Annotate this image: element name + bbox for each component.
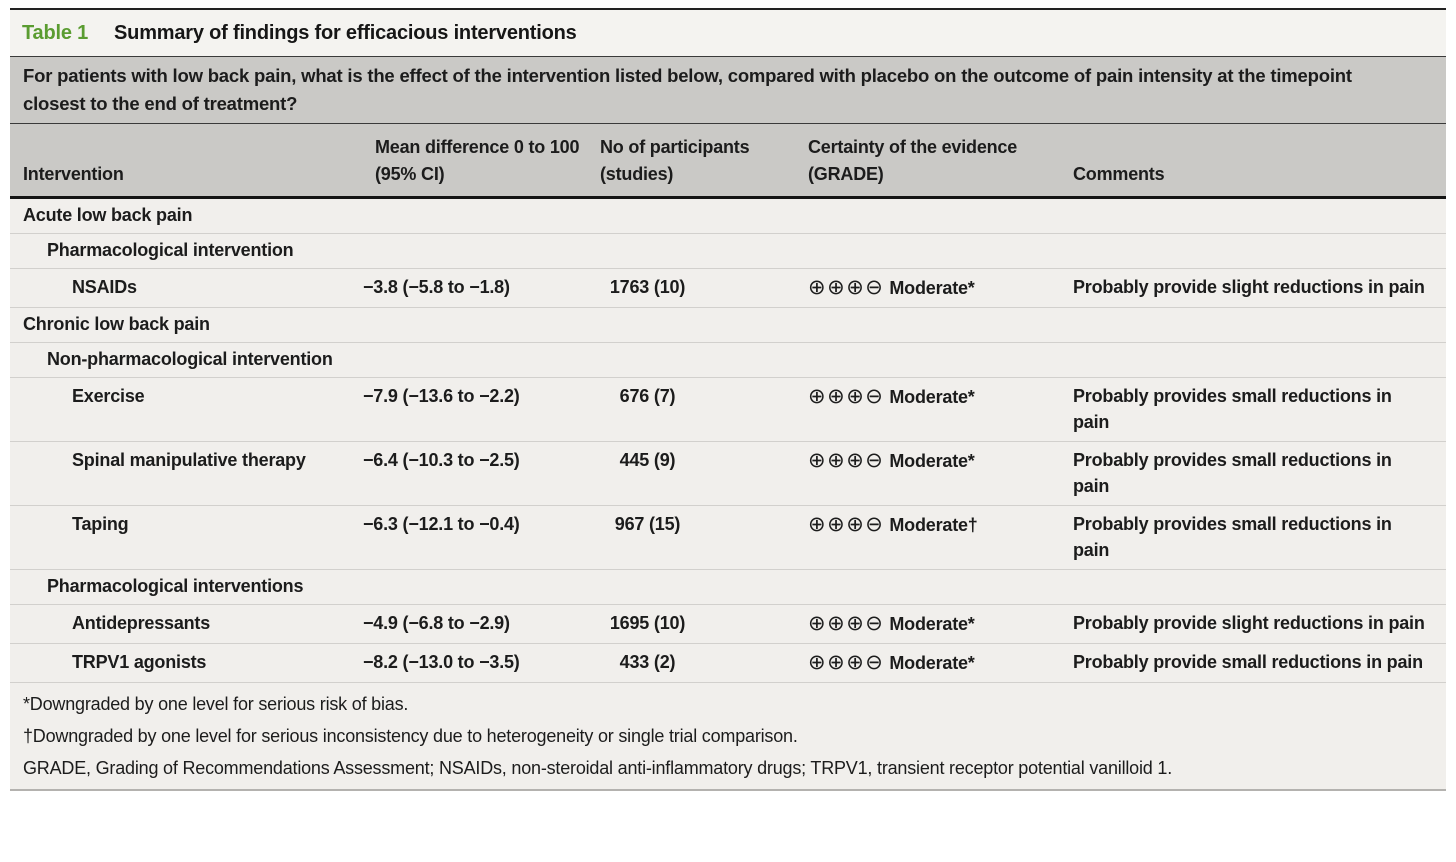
data-row-trpv1-agonists: TRPV1 agonists −8.2 (−13.0 to −3.5) 433 … [10, 642, 1446, 682]
grade-label: Moderate* [889, 613, 975, 634]
mean-difference-cell: −6.3 (−12.1 to −0.4) [363, 504, 595, 569]
grade-circles-icon: ⊕⊕⊕⊖ [808, 649, 885, 674]
data-row-taping: Taping −6.3 (−12.1 to −0.4) 967 (15) ⊕⊕⊕… [10, 504, 1446, 569]
data-row-antidepressants: Antidepressants −4.9 (−6.8 to −2.9) 1695… [10, 603, 1446, 643]
column-header-mean-difference: Mean difference 0 to 100 (95% CI) [363, 124, 595, 199]
comments-cell: Probably provides small reductions in pa… [1072, 376, 1446, 441]
comments-cell: Probably provide small reductions in pai… [1072, 642, 1446, 682]
data-row-nsaids: NSAIDs −3.8 (−5.8 to −1.8) 1763 (10) ⊕⊕⊕… [10, 267, 1446, 307]
participants-cell: 967 (15) [595, 504, 805, 569]
grade-circles-icon: ⊕⊕⊕⊖ [808, 447, 885, 472]
clinical-question-text: For patients with low back pain, what is… [23, 65, 1352, 114]
grade-cell: ⊕⊕⊕⊖ Moderate* [805, 642, 1072, 682]
intervention-cell: Exercise [10, 376, 363, 441]
subsection-label: Non-pharmacological intervention [10, 341, 1446, 377]
intervention-cell: TRPV1 agonists [10, 642, 363, 682]
grade-cell: ⊕⊕⊕⊖ Moderate* [805, 267, 1072, 307]
mean-difference-cell: −6.4 (−10.3 to −2.5) [363, 440, 595, 505]
section-label: Chronic low back pain [10, 306, 1446, 342]
comments-cell: Probably provides small reductions in pa… [1072, 440, 1446, 505]
grade-label: Moderate† [889, 514, 978, 535]
findings-table: Intervention Mean difference 0 to 100 (9… [10, 124, 1446, 682]
grade-circles-icon: ⊕⊕⊕⊖ [808, 383, 885, 408]
grade-cell: ⊕⊕⊕⊖ Moderate* [805, 376, 1072, 441]
grade-label: Moderate* [889, 652, 975, 673]
section-row-chronic: Chronic low back pain [10, 306, 1446, 342]
clinical-question-bar: For patients with low back pain, what is… [10, 57, 1446, 124]
table-title-bar: Table 1 Summary of findings for efficacio… [10, 10, 1446, 57]
participants-cell: 445 (9) [595, 440, 805, 505]
mean-difference-cell: −8.2 (−13.0 to −3.5) [363, 642, 595, 682]
column-header-comments: Comments [1072, 124, 1446, 199]
summary-of-findings-table: Table 1 Summary of findings for efficacio… [10, 8, 1446, 791]
subsection-label: Pharmacological intervention [10, 232, 1446, 268]
grade-circles-icon: ⊕⊕⊕⊖ [808, 274, 885, 299]
participants-cell: 433 (2) [595, 642, 805, 682]
subsection-row-non-pharmacological: Non-pharmacological intervention [10, 341, 1446, 377]
table-footnotes: *Downgraded by one level for serious ris… [10, 681, 1446, 791]
data-row-spinal-manipulative-therapy: Spinal manipulative therapy −6.4 (−10.3 … [10, 440, 1446, 505]
section-row-acute: Acute low back pain [10, 197, 1446, 233]
grade-label: Moderate* [889, 386, 975, 407]
participants-cell: 676 (7) [595, 376, 805, 441]
column-header-participants: No of participants (studies) [595, 124, 805, 199]
subsection-row-pharmacological: Pharmacological intervention [10, 232, 1446, 268]
mean-difference-cell: −4.9 (−6.8 to −2.9) [363, 603, 595, 643]
intervention-cell: Taping [10, 504, 363, 569]
subsection-label: Pharmacological interventions [10, 568, 1446, 604]
table-title: Summary of findings for efficacious inte… [114, 22, 577, 44]
column-header-intervention: Intervention [10, 124, 363, 199]
intervention-cell: NSAIDs [10, 267, 363, 307]
grade-circles-icon: ⊕⊕⊕⊖ [808, 511, 885, 536]
comments-cell: Probably provides small reductions in pa… [1072, 504, 1446, 569]
grade-label: Moderate* [889, 450, 975, 471]
table-header-row: Intervention Mean difference 0 to 100 (9… [10, 124, 1446, 199]
comments-cell: Probably provide slight reductions in pa… [1072, 603, 1446, 643]
grade-cell: ⊕⊕⊕⊖ Moderate* [805, 603, 1072, 643]
participants-cell: 1695 (10) [595, 603, 805, 643]
grade-cell: ⊕⊕⊕⊖ Moderate* [805, 440, 1072, 505]
mean-difference-cell: −7.9 (−13.6 to −2.2) [363, 376, 595, 441]
participants-cell: 1763 (10) [595, 267, 805, 307]
intervention-cell: Antidepressants [10, 603, 363, 643]
subsection-row-pharmacological-interventions: Pharmacological interventions [10, 568, 1446, 604]
grade-label: Moderate* [889, 277, 975, 298]
section-label: Acute low back pain [10, 197, 1446, 233]
data-row-exercise: Exercise −7.9 (−13.6 to −2.2) 676 (7) ⊕⊕… [10, 376, 1446, 441]
footnote-inconsistency: †Downgraded by one level for serious inc… [23, 725, 798, 746]
intervention-cell: Spinal manipulative therapy [10, 440, 363, 505]
mean-difference-cell: −3.8 (−5.8 to −1.8) [363, 267, 595, 307]
footnote-abbreviations: GRADE, Grading of Recommendations Assess… [23, 757, 1172, 778]
column-header-certainty: Certainty of the evidence (GRADE) [805, 124, 1072, 199]
table-number-label: Table 1 [22, 22, 89, 44]
comments-cell: Probably provide slight reductions in pa… [1072, 267, 1446, 307]
footnote-risk-of-bias: *Downgraded by one level for serious ris… [23, 693, 409, 714]
grade-circles-icon: ⊕⊕⊕⊖ [808, 610, 885, 635]
grade-cell: ⊕⊕⊕⊖ Moderate† [805, 504, 1072, 569]
